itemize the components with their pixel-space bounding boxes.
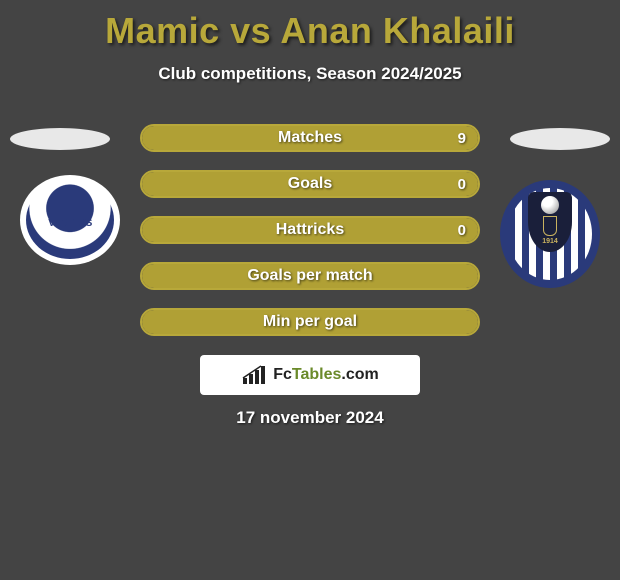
attribution-prefix: Fc <box>273 366 292 383</box>
date-label: 17 november 2024 <box>0 408 620 428</box>
right-platform-ellipse <box>510 128 610 150</box>
right-club-year: 1914 <box>542 238 558 245</box>
page-title: Mamic vs Anan Khalaili <box>0 0 620 52</box>
stat-value-right: 0 <box>458 218 466 242</box>
stat-label: Min per goal <box>142 310 478 334</box>
trophy-icon <box>543 216 557 236</box>
page-subtitle: Club competitions, Season 2024/2025 <box>0 64 620 84</box>
attribution-box: FcTables.com <box>200 355 420 395</box>
left-club-badge-inner: VARTEKS <box>26 181 114 259</box>
attribution-text: FcTables.com <box>273 366 379 384</box>
stat-bar: Hattricks0 <box>140 216 480 244</box>
stat-bar: Goals per match <box>140 262 480 290</box>
stat-label: Hattricks <box>142 218 478 242</box>
attribution-domain: Tables <box>292 366 342 383</box>
stat-bar: Min per goal <box>140 308 480 336</box>
stat-value-right: 9 <box>458 126 466 150</box>
attribution-suffix: .com <box>341 366 378 383</box>
right-club-badge-ring: 1914 <box>500 180 600 288</box>
right-club-center-shield: 1914 <box>528 192 572 252</box>
stat-bar: Matches9 <box>140 124 480 152</box>
stat-bar: Goals0 <box>140 170 480 198</box>
chart-bars-icon <box>241 364 267 386</box>
stat-label: Matches <box>142 126 478 150</box>
left-club-text: VARTEKS <box>48 219 92 229</box>
stat-label: Goals <box>142 172 478 196</box>
left-club-badge: VARTEKS <box>20 175 120 265</box>
right-club-badge: 1914 <box>500 180 600 288</box>
left-platform-ellipse <box>10 128 110 150</box>
stat-label: Goals per match <box>142 264 478 288</box>
stats-container: Matches9Goals0Hattricks0Goals per matchM… <box>140 124 480 354</box>
soccer-ball-icon <box>541 196 559 214</box>
stat-value-right: 0 <box>458 172 466 196</box>
